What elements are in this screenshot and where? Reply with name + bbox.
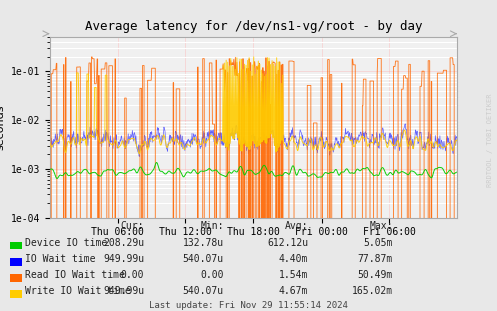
- Text: 540.07u: 540.07u: [182, 286, 224, 296]
- Text: 540.07u: 540.07u: [182, 254, 224, 264]
- Y-axis label: seconds: seconds: [0, 105, 5, 150]
- Text: 0.00: 0.00: [200, 270, 224, 280]
- Text: 4.67m: 4.67m: [279, 286, 308, 296]
- Text: Avg:: Avg:: [285, 220, 308, 230]
- Text: 77.87m: 77.87m: [357, 254, 393, 264]
- Text: 949.99u: 949.99u: [103, 254, 144, 264]
- Text: 5.05m: 5.05m: [363, 238, 393, 248]
- Text: Min:: Min:: [200, 220, 224, 230]
- Text: 132.78u: 132.78u: [182, 238, 224, 248]
- Text: 0.00: 0.00: [121, 270, 144, 280]
- Text: 1.54m: 1.54m: [279, 270, 308, 280]
- Text: RRDTOOL / TOBI OETIKER: RRDTOOL / TOBI OETIKER: [487, 93, 493, 187]
- Text: 165.02m: 165.02m: [351, 286, 393, 296]
- Text: Read IO Wait time: Read IO Wait time: [25, 270, 125, 280]
- Text: Last update: Fri Nov 29 11:55:14 2024: Last update: Fri Nov 29 11:55:14 2024: [149, 301, 348, 310]
- Text: Cur:: Cur:: [121, 220, 144, 230]
- Text: Write IO Wait time: Write IO Wait time: [25, 286, 131, 296]
- Text: 612.12u: 612.12u: [267, 238, 308, 248]
- Text: 208.29u: 208.29u: [103, 238, 144, 248]
- Text: Device IO time: Device IO time: [25, 238, 107, 248]
- Title: Average latency for /dev/ns1-vg/root - by day: Average latency for /dev/ns1-vg/root - b…: [84, 21, 422, 33]
- Text: 4.40m: 4.40m: [279, 254, 308, 264]
- Text: 949.99u: 949.99u: [103, 286, 144, 296]
- Text: Max:: Max:: [369, 220, 393, 230]
- Text: 50.49m: 50.49m: [357, 270, 393, 280]
- Text: IO Wait time: IO Wait time: [25, 254, 95, 264]
